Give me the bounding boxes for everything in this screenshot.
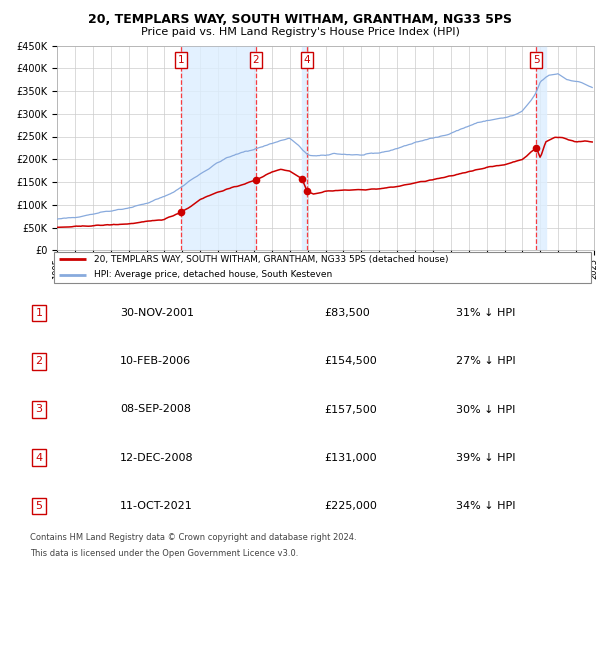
Text: 27% ↓ HPI: 27% ↓ HPI (456, 356, 515, 367)
Text: Contains HM Land Registry data © Crown copyright and database right 2024.: Contains HM Land Registry data © Crown c… (30, 533, 356, 542)
Text: 2: 2 (35, 356, 43, 367)
Bar (181, 46, 256, 250)
Text: 39% ↓ HPI: 39% ↓ HPI (456, 452, 515, 463)
Bar (302, 46, 307, 250)
Text: This data is licensed under the Open Government Licence v3.0.: This data is licensed under the Open Gov… (30, 549, 298, 558)
Text: 3: 3 (35, 404, 43, 415)
Text: 2: 2 (253, 55, 259, 65)
Text: 1: 1 (178, 55, 184, 65)
Text: Price paid vs. HM Land Registry's House Price Index (HPI): Price paid vs. HM Land Registry's House … (140, 27, 460, 37)
Text: 1: 1 (35, 308, 43, 318)
Text: 5: 5 (35, 500, 43, 511)
Text: 20, TEMPLARS WAY, SOUTH WITHAM, GRANTHAM, NG33 5PS: 20, TEMPLARS WAY, SOUTH WITHAM, GRANTHAM… (88, 13, 512, 26)
Text: 08-SEP-2008: 08-SEP-2008 (120, 404, 191, 415)
Bar (536, 46, 545, 250)
FancyBboxPatch shape (54, 252, 591, 283)
Text: 20, TEMPLARS WAY, SOUTH WITHAM, GRANTHAM, NG33 5PS (detached house): 20, TEMPLARS WAY, SOUTH WITHAM, GRANTHAM… (94, 255, 449, 264)
Text: 10-FEB-2006: 10-FEB-2006 (120, 356, 191, 367)
Text: 5: 5 (533, 55, 540, 65)
Text: 4: 4 (35, 452, 43, 463)
Text: 34% ↓ HPI: 34% ↓ HPI (456, 500, 515, 511)
Text: 31% ↓ HPI: 31% ↓ HPI (456, 308, 515, 318)
Text: 12-DEC-2008: 12-DEC-2008 (120, 452, 194, 463)
Text: 30% ↓ HPI: 30% ↓ HPI (456, 404, 515, 415)
Text: £157,500: £157,500 (324, 404, 377, 415)
Text: £225,000: £225,000 (324, 500, 377, 511)
Text: £83,500: £83,500 (324, 308, 370, 318)
Text: HPI: Average price, detached house, South Kesteven: HPI: Average price, detached house, Sout… (94, 270, 332, 280)
Text: £131,000: £131,000 (324, 452, 377, 463)
Text: 11-OCT-2021: 11-OCT-2021 (120, 500, 193, 511)
Text: 30-NOV-2001: 30-NOV-2001 (120, 308, 194, 318)
Text: £154,500: £154,500 (324, 356, 377, 367)
Text: 4: 4 (304, 55, 310, 65)
